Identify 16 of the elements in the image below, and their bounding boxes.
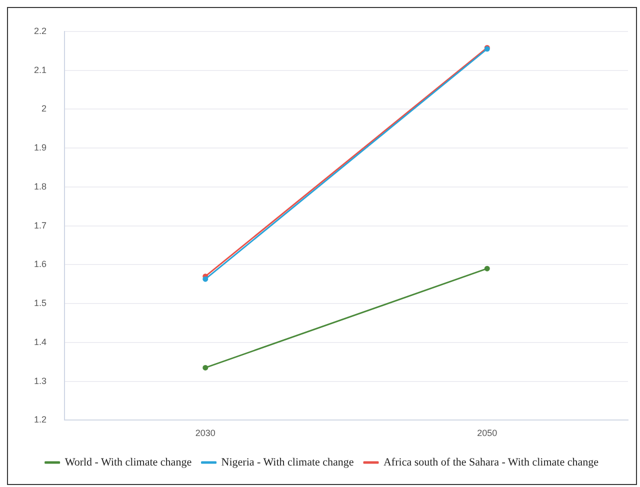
- y-tick-label: 1.9: [34, 142, 47, 153]
- y-tick-label: 1.4: [34, 336, 47, 347]
- y-tick-label: 1.8: [34, 181, 47, 192]
- legend-label: Africa south of the Sahara - With climate change: [383, 456, 599, 468]
- y-tick-label: 1.5: [34, 298, 47, 308]
- legend-label: World - With climate change: [64, 456, 192, 468]
- x-tick-label: 2030: [195, 428, 216, 438]
- y-tick-label: 1.2: [34, 414, 47, 425]
- y-tick-label: 1.6: [34, 259, 47, 270]
- y-tick-label: 1.7: [34, 220, 47, 230]
- y-tick-label: 2.1: [34, 64, 47, 75]
- x-tick-label: 2050: [477, 428, 498, 438]
- y-tick-label: 2: [41, 104, 47, 114]
- y-tick-label: 1.3: [34, 376, 47, 386]
- y-tick-label: 2.2: [34, 26, 47, 36]
- legend-label: Nigeria - With climate change: [221, 456, 354, 468]
